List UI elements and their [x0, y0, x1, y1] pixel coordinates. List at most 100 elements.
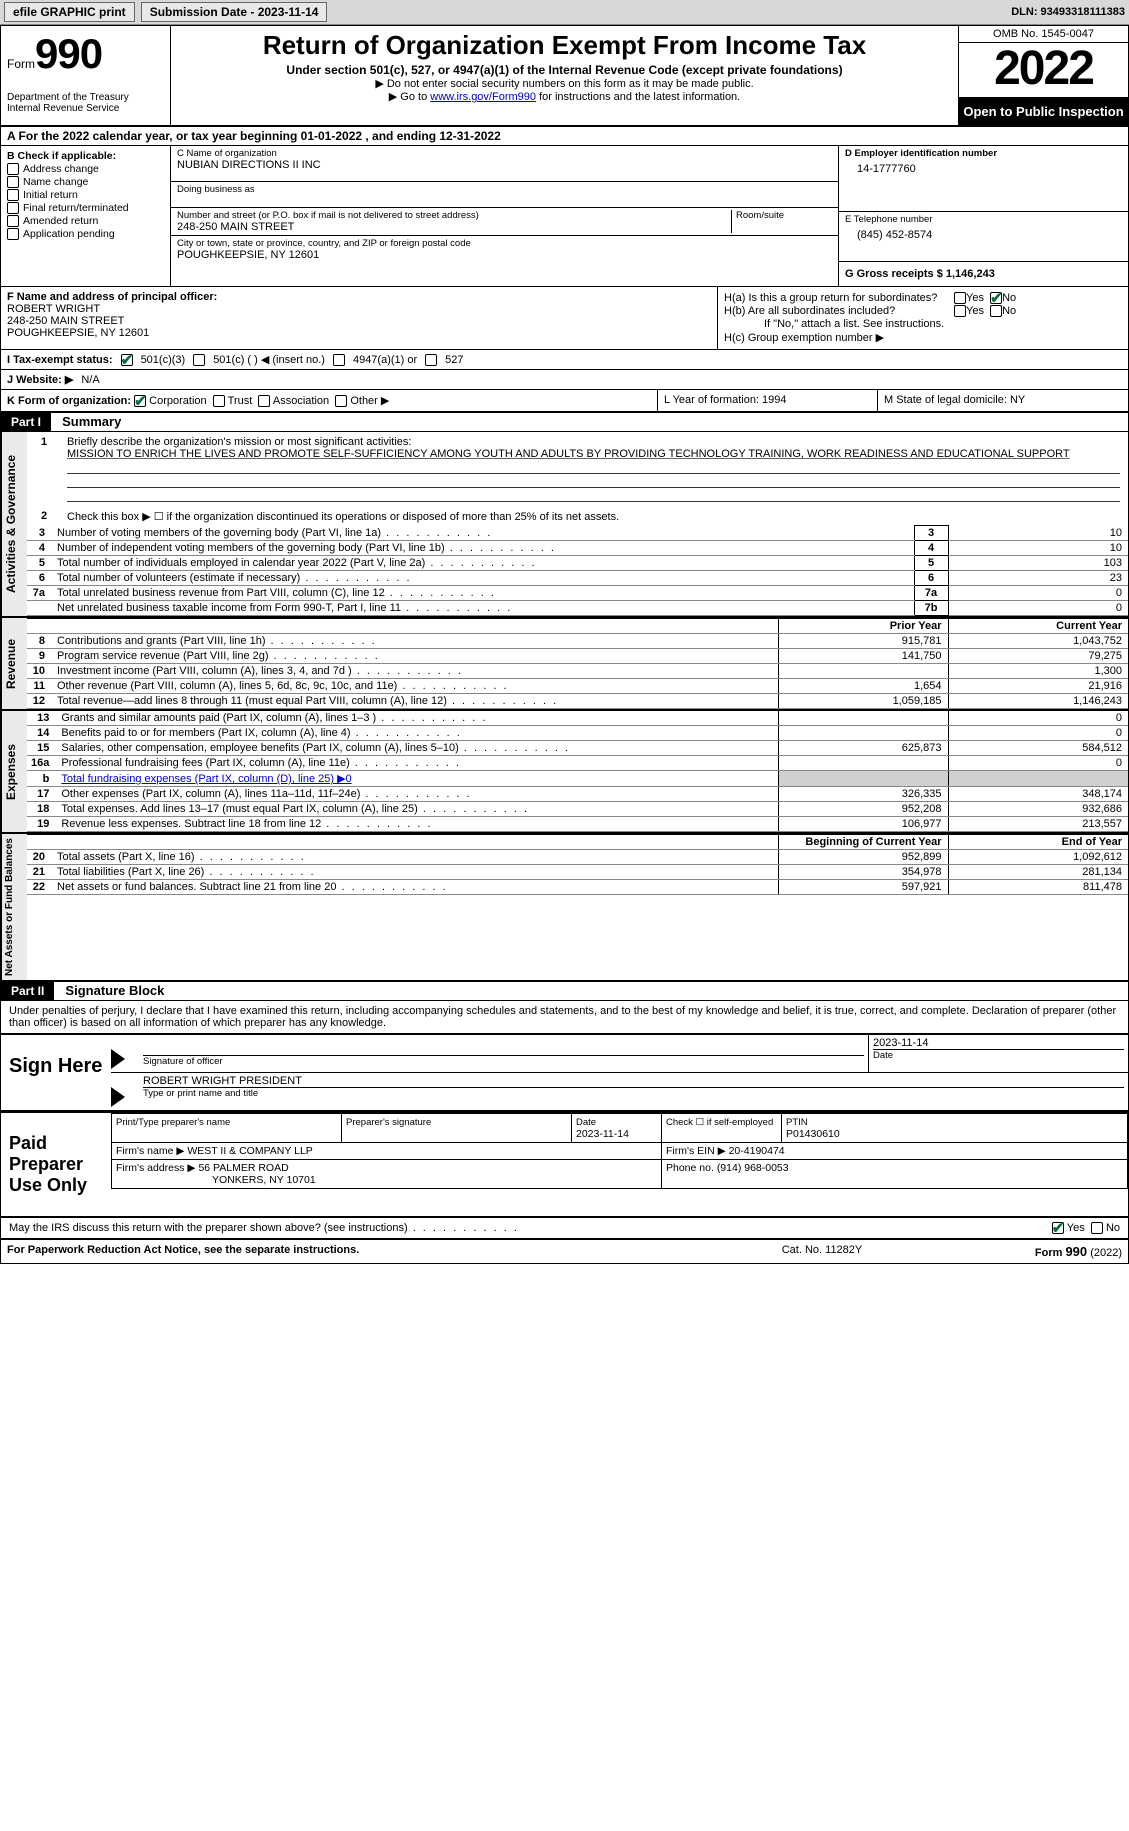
cb-4947[interactable]: [333, 354, 345, 366]
ptin-label: PTIN: [786, 1117, 808, 1128]
firm-addr2: YONKERS, NY 10701: [116, 1174, 316, 1186]
q1-label: Briefly describe the organization's miss…: [67, 436, 411, 448]
vlabel-rev: Revenue: [1, 618, 27, 709]
irs-link[interactable]: www.irs.gov/Form990: [430, 91, 536, 103]
toolbar: efile GRAPHIC print Submission Date - 20…: [0, 0, 1129, 25]
paid-preparer: Paid Preparer Use Only Print/Type prepar…: [1, 1112, 1128, 1218]
b-item: Amended return: [23, 215, 98, 227]
prior-year: Prior Year: [778, 619, 948, 634]
prep-name-label: Print/Type preparer's name: [116, 1117, 230, 1128]
vlabel-net: Net Assets or Fund Balances: [1, 834, 27, 980]
cb-amended[interactable]: [7, 215, 19, 227]
section-exp: Expenses 13Grants and similar amounts pa…: [1, 711, 1128, 834]
cb-ha-yes[interactable]: [954, 292, 966, 304]
k-opt: Corporation: [149, 395, 206, 407]
opt-4947: 4947(a)(1) or: [353, 354, 417, 366]
yes-label: Yes: [966, 305, 984, 317]
prep-date-label: Date: [576, 1117, 596, 1128]
f-label: F Name and address of principal officer:: [7, 291, 711, 303]
gross-receipts: G Gross receipts $ 1,146,243: [845, 268, 1122, 280]
cb-discuss-no[interactable]: [1091, 1222, 1103, 1234]
cb-ha-no[interactable]: [990, 292, 1002, 304]
firm-name: WEST II & COMPANY LLP: [187, 1145, 312, 1157]
cb-assoc[interactable]: [258, 395, 270, 407]
q2-text: Check this box ▶ ☐ if the organization d…: [67, 511, 619, 523]
section-bcd: B Check if applicable: Address change Na…: [1, 146, 1128, 287]
firm-addr1: 56 PALMER ROAD: [198, 1162, 288, 1174]
b-title: B Check if applicable:: [7, 150, 164, 162]
prep-sig-label: Preparer's signature: [346, 1117, 431, 1128]
exp-table: 13Grants and similar amounts paid (Part …: [27, 711, 1128, 832]
k-opt: Trust: [228, 395, 253, 407]
omb-no: OMB No. 1545-0047: [959, 26, 1128, 43]
no-label: No: [1106, 1222, 1120, 1234]
cb-501c3[interactable]: [121, 354, 133, 366]
dept-treasury: Department of the Treasury: [7, 92, 164, 103]
row-a-period: A For the 2022 calendar year, or tax yea…: [1, 127, 1128, 146]
form-header: Form990 Department of the Treasury Inter…: [1, 26, 1128, 127]
org-name: NUBIAN DIRECTIONS II INC: [177, 159, 832, 171]
may-irs-row: May the IRS discuss this return with the…: [1, 1218, 1128, 1239]
vlabel-exp: Expenses: [1, 711, 27, 832]
section-rev: Revenue Prior YearCurrent Year 8Contribu…: [1, 618, 1128, 711]
phone-label: E Telephone number: [845, 214, 1122, 225]
b-item: Address change: [23, 163, 99, 175]
section-gov: Activities & Governance 1 Briefly descri…: [1, 432, 1128, 618]
officer-name-title: ROBERT WRIGHT PRESIDENT: [143, 1075, 1124, 1087]
cb-hb-no[interactable]: [990, 305, 1002, 317]
part1-header: Part I Summary: [1, 413, 1128, 432]
cb-initial[interactable]: [7, 189, 19, 201]
officer-name: ROBERT WRIGHT: [7, 303, 711, 315]
cb-name[interactable]: [7, 176, 19, 188]
firm-name-label: Firm's name ▶: [116, 1145, 184, 1157]
street: 248-250 MAIN STREET: [177, 221, 727, 233]
cb-discuss-yes[interactable]: [1052, 1222, 1064, 1234]
public-inspection: Open to Public Inspection: [959, 98, 1128, 125]
cb-other[interactable]: [335, 395, 347, 407]
yes-label: Yes: [1067, 1222, 1085, 1234]
row-j: J Website: ▶ N/A: [1, 370, 1128, 390]
hb-label: H(b) Are all subordinates included?: [724, 305, 954, 317]
firm-ein-label: Firm's EIN ▶: [666, 1145, 726, 1157]
ein: 14-1777760: [845, 159, 1122, 179]
end-year: End of Year: [948, 835, 1128, 850]
q2: 2 Check this box ▶ ☐ if the organization…: [27, 506, 1128, 525]
gov-table: 3Number of voting members of the governi…: [27, 525, 1128, 616]
state-domicile: M State of legal domicile: NY: [878, 390, 1128, 411]
firm-phone-label: Phone no.: [666, 1162, 714, 1174]
form-label: Form: [7, 57, 35, 71]
q1: 1 Briefly describe the organization's mi…: [27, 432, 1128, 506]
cb-hb-yes[interactable]: [954, 305, 966, 317]
yes-label: Yes: [966, 292, 984, 304]
rev-table: Prior YearCurrent Year 8Contributions an…: [27, 618, 1128, 709]
k-opt: Other ▶: [350, 395, 389, 407]
cb-address[interactable]: [7, 163, 19, 175]
cb-final[interactable]: [7, 202, 19, 214]
cb-corp[interactable]: [134, 395, 146, 407]
begin-year: Beginning of Current Year: [778, 835, 948, 850]
cb-pending[interactable]: [7, 228, 19, 240]
vlabel-gov: Activities & Governance: [1, 432, 27, 616]
sign-here-label: Sign Here: [1, 1035, 111, 1110]
note-pre: ▶ Go to: [389, 91, 430, 103]
b-item: Final return/terminated: [23, 202, 129, 214]
cb-501c[interactable]: [193, 354, 205, 366]
paperwork-notice: For Paperwork Reduction Act Notice, see …: [7, 1244, 722, 1259]
sign-here: Sign Here Signature of officer 2023-11-1…: [1, 1034, 1128, 1112]
prep-date: 2023-11-14: [576, 1128, 629, 1140]
room-label: Room/suite: [736, 210, 832, 221]
submission-date-button[interactable]: Submission Date - 2023-11-14: [141, 2, 328, 22]
col-h: H(a) Is this a group return for subordin…: [718, 287, 1128, 349]
part1-tag: Part I: [1, 413, 51, 431]
footer: For Paperwork Reduction Act Notice, see …: [1, 1239, 1128, 1263]
hc-label: H(c) Group exemption number ▶: [724, 331, 884, 344]
cb-527[interactable]: [425, 354, 437, 366]
hb-note: If "No," attach a list. See instructions…: [724, 318, 1122, 330]
efile-print-button[interactable]: efile GRAPHIC print: [4, 2, 135, 22]
no-label: No: [1002, 292, 1016, 304]
mission-text: MISSION TO ENRICH THE LIVES AND PROMOTE …: [67, 448, 1070, 460]
year-formation: L Year of formation: 1994: [658, 390, 878, 411]
note-link: ▶ Go to www.irs.gov/Form990 for instruct…: [177, 90, 952, 103]
arrow-icon: [111, 1087, 125, 1107]
cb-trust[interactable]: [213, 395, 225, 407]
